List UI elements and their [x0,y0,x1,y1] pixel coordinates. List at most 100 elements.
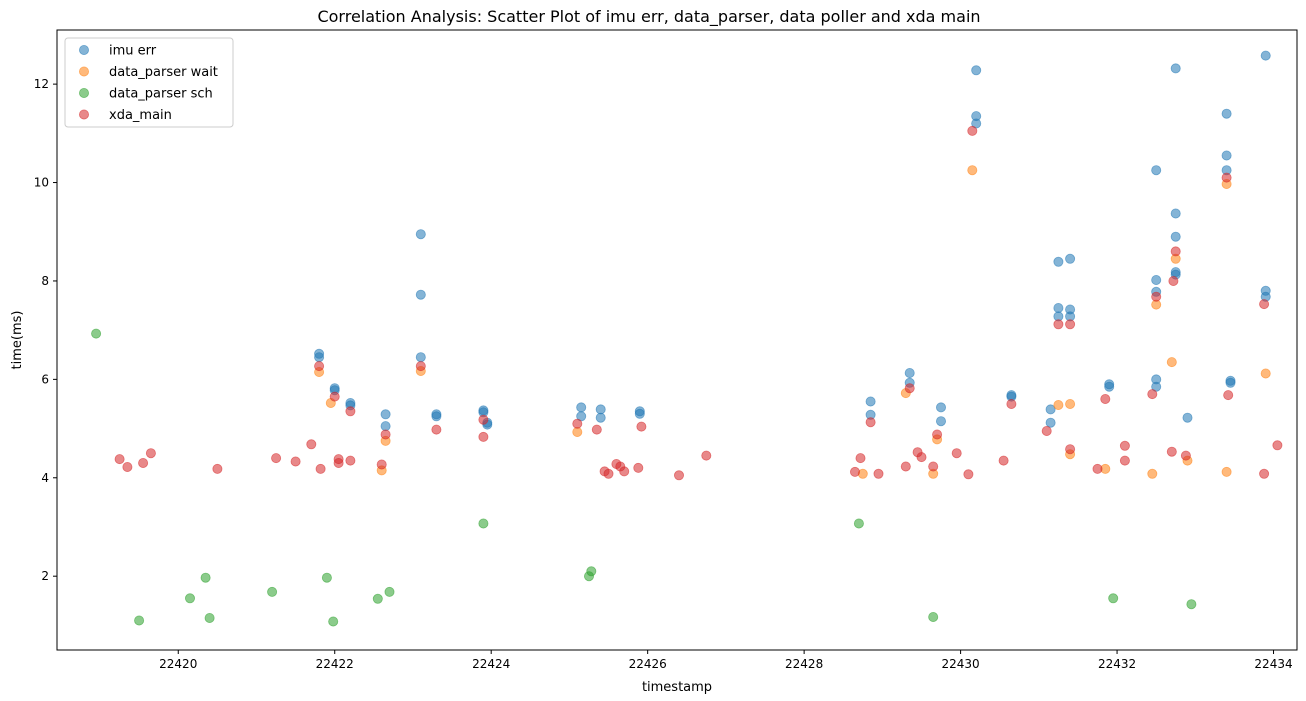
x-axis-label: timestamp [642,680,712,695]
data-point [415,352,426,363]
data-point [1065,319,1076,330]
data-point [478,431,489,442]
y-tick-label: 4 [41,471,49,485]
data-point [1182,412,1193,423]
data-point [1259,299,1270,310]
data-point [967,165,978,176]
data-point [321,572,332,583]
data-point [1223,390,1234,401]
data-point [855,453,866,464]
data-point [967,125,978,136]
data-point [138,457,149,468]
y-tick-label: 10 [34,176,49,190]
data-point [345,455,356,466]
data-point [900,461,911,472]
data-point [478,414,489,425]
data-point [314,352,325,363]
data-point [572,418,583,429]
data-point [1168,275,1179,286]
x-tick-label: 22422 [316,657,354,671]
data-point [1170,231,1181,242]
data-point [290,456,301,467]
data-point [850,466,861,477]
data-point [1186,599,1197,610]
y-tick-label: 6 [41,372,49,386]
data-point [1221,172,1232,183]
legend-label: data_parser sch [109,87,213,102]
y-axis-label: time(ms) [10,311,25,370]
legend: imu err data_parser wait data_parser sch xd… [64,37,234,128]
data-point [1170,63,1181,74]
data-point [1104,381,1115,392]
data-point [928,461,939,472]
data-point [345,406,356,417]
legend-marker [79,66,90,77]
data-point [916,452,927,463]
series-0 [314,50,1271,432]
data-point [1151,274,1162,285]
data-point [1260,50,1271,61]
legend-box [64,37,234,128]
data-point [328,616,339,627]
data-point [384,586,395,597]
x-tick-label: 22432 [1098,657,1136,671]
data-point [1065,253,1076,264]
y-tick-label: 12 [34,77,49,91]
data-point [415,289,426,300]
data-point [1006,398,1017,409]
data-point [1166,446,1177,457]
data-point [636,421,647,432]
y-tick-label: 8 [41,274,49,288]
data-point [212,463,223,474]
data-point [1151,165,1162,176]
x-tick-label: 22434 [1254,657,1292,671]
chart-title: Correlation Analysis: Scatter Plot of im… [317,7,980,27]
x-tick-label: 22428 [785,657,823,671]
data-point [591,424,602,435]
data-point [1045,404,1056,415]
y-tick-label: 2 [41,569,49,583]
data-point [603,468,614,479]
data-point [619,466,630,477]
data-point [1053,302,1064,313]
data-point [478,518,489,529]
x-tick-label: 22424 [472,657,510,671]
data-point [1147,389,1158,400]
data-point [904,367,915,378]
data-point [576,402,587,413]
data-point [1259,468,1270,479]
data-point [1041,425,1052,436]
data-point [1065,444,1076,455]
data-point [134,615,145,626]
series-1 [314,165,1271,479]
data-point [91,328,102,339]
data-point [1221,150,1232,161]
legend-label: imu err [109,44,157,59]
legend-label: data_parser wait [109,65,218,80]
data-point [380,421,391,432]
data-point [1151,291,1162,302]
x-tick-label: 22430 [942,657,980,671]
data-point [936,416,947,427]
data-point [1100,393,1111,404]
legend-marker [79,88,90,99]
data-point [1045,417,1056,428]
data-point [1272,440,1283,451]
data-point [1221,108,1232,119]
data-point [1180,450,1191,461]
plot-area-frame [56,29,1298,651]
data-point [998,455,1009,466]
data-point [936,402,947,413]
data-point [595,404,606,415]
data-point [674,470,685,481]
data-point [1221,466,1232,477]
data-point [184,593,195,604]
data-point [634,408,645,419]
data-point [114,454,125,465]
data-point [1065,398,1076,409]
data-point [329,391,340,402]
y-axis-ticks: 2 4 6 8 10 12 [34,77,57,583]
data-point [865,396,876,407]
data-point [200,572,211,583]
